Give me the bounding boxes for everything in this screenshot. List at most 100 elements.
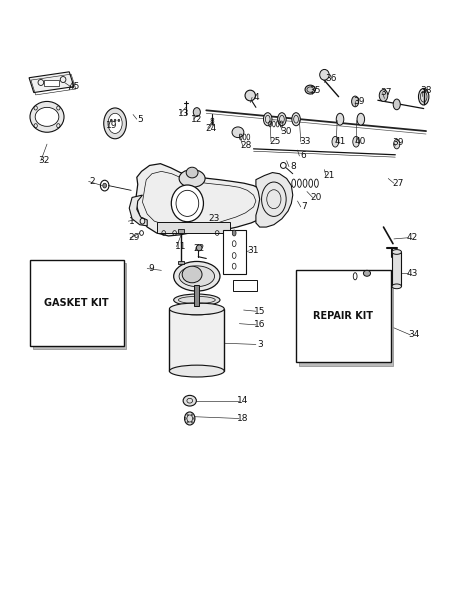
Ellipse shape xyxy=(187,421,188,423)
Ellipse shape xyxy=(193,108,201,116)
Polygon shape xyxy=(256,172,293,227)
Polygon shape xyxy=(29,72,74,93)
Ellipse shape xyxy=(183,396,196,406)
Ellipse shape xyxy=(332,137,338,147)
Text: 20: 20 xyxy=(311,193,322,202)
Ellipse shape xyxy=(352,96,359,107)
Text: 36: 36 xyxy=(325,74,337,83)
Text: 8: 8 xyxy=(290,162,296,171)
Ellipse shape xyxy=(353,137,359,147)
Text: 24: 24 xyxy=(205,124,217,132)
Ellipse shape xyxy=(182,266,202,283)
Text: 45: 45 xyxy=(68,82,80,91)
Text: 41: 41 xyxy=(334,137,346,146)
Ellipse shape xyxy=(278,113,286,126)
Polygon shape xyxy=(136,164,269,236)
Text: 39: 39 xyxy=(392,138,403,147)
Ellipse shape xyxy=(292,113,301,126)
Polygon shape xyxy=(129,195,147,226)
Text: 17: 17 xyxy=(34,287,45,297)
Ellipse shape xyxy=(108,113,122,134)
Ellipse shape xyxy=(245,90,255,101)
Text: 3: 3 xyxy=(257,340,263,349)
Text: 43: 43 xyxy=(406,269,418,278)
Text: 34: 34 xyxy=(409,330,420,339)
Bar xyxy=(156,222,230,233)
Bar xyxy=(33,263,127,349)
Ellipse shape xyxy=(336,113,344,125)
Bar xyxy=(299,274,393,366)
Bar xyxy=(296,270,391,362)
Text: GASKET KIT: GASKET KIT xyxy=(45,298,109,308)
Text: 32: 32 xyxy=(38,156,50,165)
Text: 11: 11 xyxy=(174,242,186,251)
Bar xyxy=(223,230,246,274)
Ellipse shape xyxy=(179,266,215,287)
Ellipse shape xyxy=(305,85,316,94)
Ellipse shape xyxy=(175,305,218,315)
Ellipse shape xyxy=(104,108,127,139)
Text: 5: 5 xyxy=(137,115,143,124)
Text: 35: 35 xyxy=(309,86,321,95)
Ellipse shape xyxy=(187,414,188,416)
Text: 26: 26 xyxy=(186,308,198,317)
Ellipse shape xyxy=(169,365,224,377)
Ellipse shape xyxy=(392,284,401,289)
Ellipse shape xyxy=(232,230,236,236)
Bar xyxy=(30,260,124,346)
Ellipse shape xyxy=(419,89,429,105)
Text: 37: 37 xyxy=(380,88,392,97)
Text: 16: 16 xyxy=(254,320,265,329)
Ellipse shape xyxy=(191,421,192,423)
Bar xyxy=(178,261,184,264)
Ellipse shape xyxy=(173,294,220,306)
Text: 44: 44 xyxy=(358,274,369,284)
Text: 38: 38 xyxy=(420,86,432,95)
Bar xyxy=(178,229,184,233)
Bar xyxy=(233,280,257,291)
Text: 19: 19 xyxy=(106,121,118,129)
Ellipse shape xyxy=(364,270,371,276)
Text: 39: 39 xyxy=(345,270,356,279)
Ellipse shape xyxy=(30,102,64,132)
Text: 39: 39 xyxy=(353,97,365,106)
Ellipse shape xyxy=(319,69,329,80)
Ellipse shape xyxy=(392,249,401,254)
Bar xyxy=(392,252,401,286)
Text: 7: 7 xyxy=(301,203,307,211)
Ellipse shape xyxy=(114,119,116,122)
Ellipse shape xyxy=(232,127,244,138)
Text: 15: 15 xyxy=(254,307,265,316)
Text: 25: 25 xyxy=(269,137,281,146)
Ellipse shape xyxy=(103,183,107,188)
Bar xyxy=(44,80,59,86)
Text: 6: 6 xyxy=(301,151,306,160)
Bar xyxy=(169,309,224,371)
Text: 10: 10 xyxy=(246,282,257,291)
Ellipse shape xyxy=(394,140,400,149)
Ellipse shape xyxy=(110,119,112,122)
Ellipse shape xyxy=(185,418,186,419)
Text: 21: 21 xyxy=(323,171,335,180)
Text: 2: 2 xyxy=(89,177,95,186)
Ellipse shape xyxy=(171,185,203,222)
Ellipse shape xyxy=(169,303,224,315)
Text: 31: 31 xyxy=(247,247,259,255)
Text: 42: 42 xyxy=(406,233,418,242)
Text: 40: 40 xyxy=(354,137,365,146)
Text: 28: 28 xyxy=(241,141,252,150)
Text: REPAIR KIT: REPAIR KIT xyxy=(313,311,374,321)
Text: 13: 13 xyxy=(178,109,190,118)
Text: 29: 29 xyxy=(128,233,140,242)
Text: 4: 4 xyxy=(253,93,259,102)
Text: 14: 14 xyxy=(237,396,248,405)
Text: 30: 30 xyxy=(281,127,292,135)
Text: 18: 18 xyxy=(237,414,248,423)
Ellipse shape xyxy=(357,113,365,125)
Ellipse shape xyxy=(379,90,388,102)
Text: 1: 1 xyxy=(129,217,135,226)
Ellipse shape xyxy=(191,414,192,416)
Bar xyxy=(194,285,199,306)
Ellipse shape xyxy=(264,113,272,126)
Ellipse shape xyxy=(179,170,205,187)
